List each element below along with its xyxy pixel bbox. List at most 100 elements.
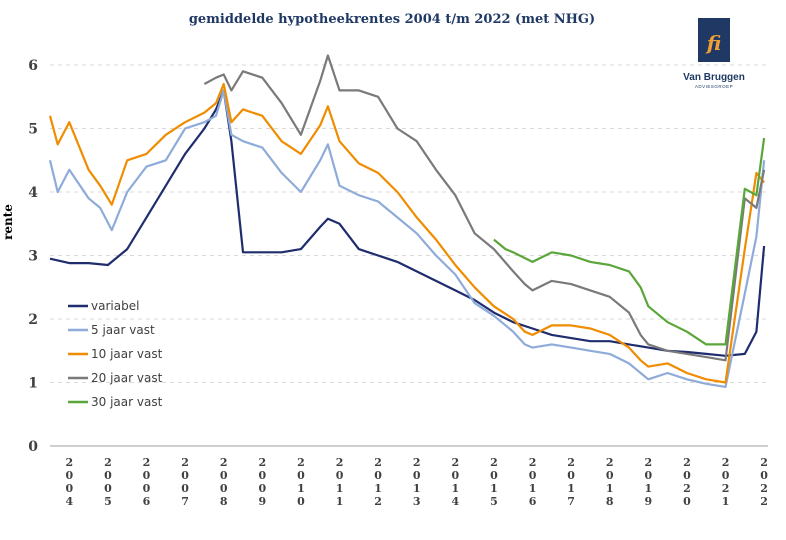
x-tick-char: 2 — [760, 495, 768, 508]
legend-item: 20 jaar vast — [68, 371, 163, 385]
x-tick-char: 0 — [683, 495, 691, 508]
x-tick-char: 0 — [65, 469, 73, 482]
x-tick-char: 0 — [220, 482, 228, 495]
x-tick-char: 3 — [413, 495, 421, 508]
x-tick-char: 0 — [722, 469, 730, 482]
x-tick-char: 2 — [104, 456, 112, 469]
x-tick-char: 2 — [258, 456, 266, 469]
series-line — [48, 89, 766, 388]
x-tick-char: 0 — [220, 469, 228, 482]
x-tick-char: 0 — [65, 482, 73, 495]
x-tick-char: 0 — [104, 469, 112, 482]
x-tick-char: 1 — [722, 495, 730, 508]
series-line — [203, 54, 766, 362]
x-tick-label: 2022 — [760, 456, 768, 508]
x-tick-char: 0 — [645, 469, 653, 482]
legend-label: 5 jaar vast — [91, 323, 155, 337]
x-tick-char: 1 — [336, 495, 344, 508]
series-line — [49, 89, 766, 357]
legend-label: variabel — [91, 299, 139, 313]
x-tick-char: 1 — [529, 482, 537, 495]
x-tick-char: 2 — [220, 456, 228, 469]
x-tick-char: 2 — [374, 456, 382, 469]
y-tick-label: 6 — [28, 58, 38, 74]
x-tick-char: 0 — [413, 469, 421, 482]
x-tick-char: 0 — [336, 469, 344, 482]
x-tick-char: 0 — [683, 469, 691, 482]
logo-name: Van Bruggen — [683, 72, 745, 83]
x-tick-labels: 2004200520062007200820092010201120122013… — [65, 456, 768, 508]
y-axis-label: rente — [1, 204, 15, 240]
x-tick-char: 2 — [65, 456, 73, 469]
x-tick-char: 9 — [645, 495, 653, 508]
y-tick-label: 4 — [28, 185, 38, 201]
x-tick-char: 0 — [104, 482, 112, 495]
x-tick-char: 2 — [297, 456, 305, 469]
x-tick-char: 1 — [336, 482, 344, 495]
x-tick-char: 0 — [181, 469, 189, 482]
x-tick-char: 0 — [258, 469, 266, 482]
x-tick-char: 1 — [606, 482, 614, 495]
x-tick-char: 1 — [297, 482, 305, 495]
x-tick-char: 7 — [181, 495, 189, 508]
legend-label: 30 jaar vast — [91, 395, 163, 409]
x-tick-char: 4 — [451, 495, 459, 508]
x-tick-char: 0 — [297, 495, 305, 508]
legend-label: 10 jaar vast — [91, 347, 163, 361]
x-tick-char: 1 — [413, 482, 421, 495]
x-tick-char: 2 — [567, 456, 575, 469]
x-tick-char: 0 — [529, 469, 537, 482]
y-tick-label: 3 — [28, 249, 38, 265]
legend: variabel 5 jaar vast 10 jaar vast 20 jaar v… — [68, 299, 163, 409]
x-tick-char: 0 — [143, 482, 151, 495]
x-tick-char: 0 — [490, 469, 498, 482]
x-tick-char: 1 — [490, 482, 498, 495]
x-tick-char: 2 — [490, 456, 498, 469]
y-tick-label: 1 — [28, 376, 38, 392]
x-tick-char: 0 — [374, 469, 382, 482]
y-tick-label: 2 — [28, 312, 38, 328]
y-tick-label: 0 — [28, 439, 38, 455]
x-tick-char: 2 — [143, 456, 151, 469]
x-tick-char: 0 — [258, 482, 266, 495]
x-tick-char: 2 — [683, 482, 691, 495]
x-tick-char: 2 — [606, 456, 614, 469]
x-tick-char: 2 — [181, 456, 189, 469]
x-tick-char: 0 — [451, 469, 459, 482]
series-lines — [48, 54, 766, 388]
x-tick-char: 2 — [451, 456, 459, 469]
chart-title: gemiddelde hypotheekrentes 2004 t/m 2022… — [189, 12, 595, 27]
x-tick-char: 4 — [65, 495, 73, 508]
x-tick-char: 2 — [374, 495, 382, 508]
legend-item: 10 jaar vast — [68, 347, 163, 361]
x-tick-char: 1 — [451, 482, 459, 495]
legend-item: variabel — [68, 299, 139, 313]
logo-subtitle: ADVIESGROEP — [695, 84, 733, 89]
series-line — [493, 137, 766, 346]
x-tick-char: 2 — [683, 456, 691, 469]
x-tick-char: 0 — [606, 469, 614, 482]
x-tick-label: 2004 — [65, 456, 73, 508]
legend-label: 20 jaar vast — [91, 371, 163, 385]
x-tick-char: 0 — [181, 482, 189, 495]
x-tick-char: 1 — [374, 482, 382, 495]
x-tick-char: 9 — [258, 495, 266, 508]
logo-mark — [698, 18, 730, 62]
x-tick-char: 5 — [104, 495, 112, 508]
legend-item: 5 jaar vast — [68, 323, 155, 337]
x-tick-char: 2 — [336, 456, 344, 469]
x-tick-char: 1 — [645, 482, 653, 495]
series-line — [48, 82, 765, 384]
